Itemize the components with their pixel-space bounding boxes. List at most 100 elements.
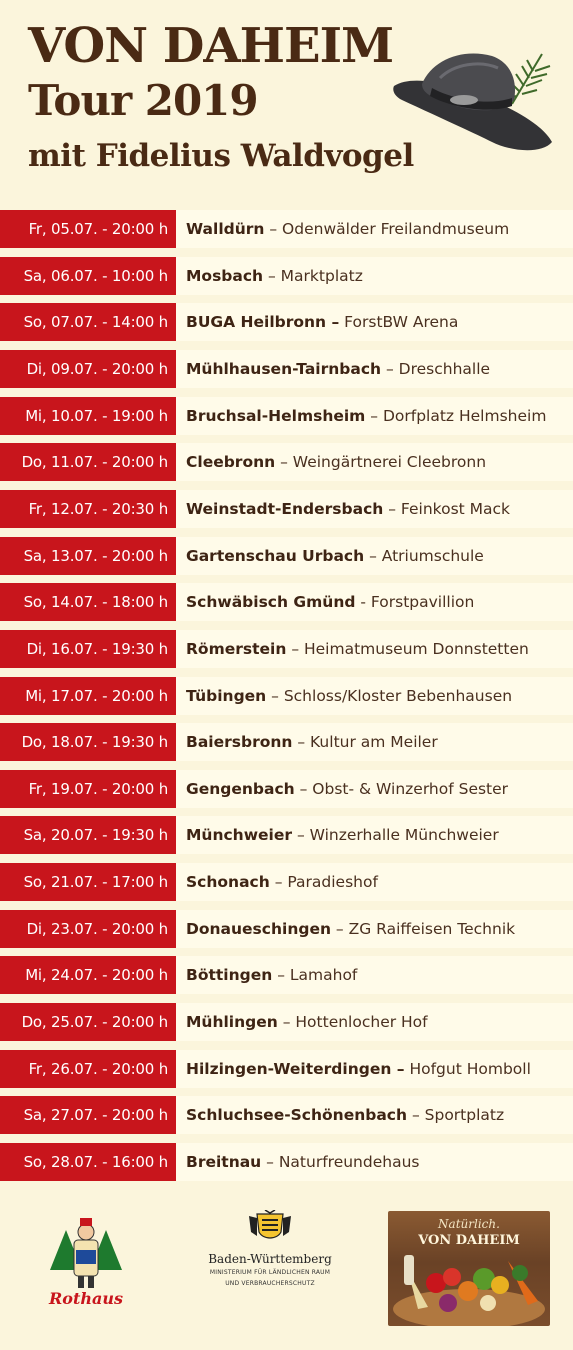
event-place: – Odenwälder Freilandmuseum bbox=[264, 220, 510, 238]
event-date: Fr, 12.07. - 20:30 h bbox=[0, 490, 176, 528]
bw-sub-1: MINISTERIUM FÜR LÄNDLICHEN RAUM bbox=[209, 1269, 331, 1276]
von-daheim-logo: Natürlich. VON DAHEIM bbox=[388, 1211, 550, 1326]
event-place: – Dreschhalle bbox=[381, 360, 491, 378]
event-city: BUGA Heilbronn – bbox=[186, 313, 340, 331]
event-date: Fr, 19.07. - 20:00 h bbox=[0, 770, 176, 808]
event-place: – Dorfplatz Helmsheim bbox=[365, 407, 547, 425]
event-row: Di, 09.07. - 20:00 h Mühlhausen-Tairnbach… bbox=[0, 350, 573, 388]
event-date: Do, 18.07. - 19:30 h bbox=[0, 723, 176, 761]
event-venue: Gengenbach – Obst- & Winzerhof Sester bbox=[176, 770, 573, 808]
coat-of-arms-icon bbox=[249, 1209, 291, 1239]
event-venue: Münchweier – Winzerhalle Münchweier bbox=[176, 816, 573, 854]
event-row: Mi, 17.07. - 20:00 h Tübingen – Schloss/K… bbox=[0, 677, 573, 715]
event-city: Münchweier bbox=[186, 826, 293, 844]
event-place: – Naturfreundehaus bbox=[261, 1153, 420, 1171]
event-city: Gengenbach bbox=[186, 780, 295, 798]
event-date: Fr, 05.07. - 20:00 h bbox=[0, 210, 176, 248]
event-row: Di, 23.07. - 20:00 h Donaueschingen – ZG … bbox=[0, 910, 573, 948]
event-city: Tübingen bbox=[186, 687, 267, 705]
event-date: Do, 11.07. - 20:00 h bbox=[0, 443, 176, 481]
event-venue: Hilzingen-Weiterdingen – Hofgut Homboll bbox=[176, 1050, 573, 1088]
event-city: Gartenschau Urbach bbox=[186, 547, 365, 565]
event-venue: Mühlhausen-Tairnbach – Dreschhalle bbox=[176, 350, 573, 388]
event-row: Mi, 24.07. - 20:00 h Böttingen – Lamahof bbox=[0, 956, 573, 994]
event-city: Baiersbronn bbox=[186, 733, 293, 751]
event-row: So, 07.07. - 14:00 h BUGA Heilbronn – For… bbox=[0, 303, 573, 341]
event-date: So, 07.07. - 14:00 h bbox=[0, 303, 176, 341]
event-venue: Breitnau – Naturfreundehaus bbox=[176, 1143, 573, 1181]
event-row: Fr, 26.07. - 20:00 h Hilzingen-Weiterding… bbox=[0, 1050, 573, 1088]
event-date: Sa, 06.07. - 10:00 h bbox=[0, 257, 176, 295]
event-place: - Forstpavillion bbox=[355, 593, 475, 611]
hat-icon bbox=[393, 53, 552, 151]
event-place: – Obst- & Winzerhof Sester bbox=[294, 780, 509, 798]
event-row: Sa, 27.07. - 20:00 h Schluchsee-Schönenba… bbox=[0, 1096, 573, 1134]
event-date: Sa, 13.07. - 20:00 h bbox=[0, 537, 176, 575]
event-row: So, 14.07. - 18:00 h Schwäbisch Gmünd - F… bbox=[0, 583, 573, 621]
rothaus-wordmark: Rothaus bbox=[48, 1289, 123, 1308]
event-row: Fr, 12.07. - 20:30 h Weinstadt-Endersbach… bbox=[0, 490, 573, 528]
event-city: Bruchsal-Helmsheim bbox=[186, 407, 366, 425]
event-venue: Bruchsal-Helmsheim – Dorfplatz Helmsheim bbox=[176, 397, 573, 435]
event-place: – Heimatmuseum Donnstetten bbox=[286, 640, 529, 658]
event-city: Weinstadt-Endersbach bbox=[186, 500, 384, 518]
event-city: Donaueschingen bbox=[186, 920, 331, 938]
event-venue: Schonach – Paradieshof bbox=[176, 863, 573, 901]
event-place: – Hottenlocher Hof bbox=[277, 1013, 428, 1031]
event-city: Römerstein bbox=[186, 640, 287, 658]
event-venue: Gartenschau Urbach – Atriumschule bbox=[176, 537, 573, 575]
event-row: So, 28.07. - 16:00 h Breitnau – Naturfreu… bbox=[0, 1143, 573, 1181]
event-row: Sa, 06.07. - 10:00 h Mosbach – Marktplatz bbox=[0, 257, 573, 295]
event-place: – Weingärtnerei Cleebronn bbox=[275, 453, 487, 471]
event-city: Mühlingen bbox=[186, 1013, 278, 1031]
event-place: – Marktplatz bbox=[263, 267, 363, 285]
event-row: Sa, 13.07. - 20:00 h Gartenschau Urbach –… bbox=[0, 537, 573, 575]
event-venue: Böttingen – Lamahof bbox=[176, 956, 573, 994]
event-date: Sa, 27.07. - 20:00 h bbox=[0, 1096, 176, 1134]
event-place: – ZG Raiffeisen Technik bbox=[331, 920, 516, 938]
event-city: Schwäbisch Gmünd bbox=[186, 593, 356, 611]
event-venue: Schluchsee-Schönenbach – Sportplatz bbox=[176, 1096, 573, 1134]
event-place: – Winzerhalle Münchweier bbox=[292, 826, 499, 844]
event-venue: Tübingen – Schloss/Kloster Bebenhausen bbox=[176, 677, 573, 715]
event-date: So, 14.07. - 18:00 h bbox=[0, 583, 176, 621]
event-row: Do, 11.07. - 20:00 h Cleebronn – Weingärt… bbox=[0, 443, 573, 481]
event-row: Fr, 05.07. - 20:00 h Walldürn – Odenwälde… bbox=[0, 210, 573, 248]
poster-header: VON DAHEIM Tour 2019 mit Fidelius Waldvo… bbox=[0, 0, 573, 200]
event-city: Böttingen bbox=[186, 966, 273, 984]
event-date: So, 28.07. - 16:00 h bbox=[0, 1143, 176, 1181]
event-place: – Atriumschule bbox=[364, 547, 484, 565]
event-date: Di, 09.07. - 20:00 h bbox=[0, 350, 176, 388]
event-place: – Schloss/Kloster Bebenhausen bbox=[266, 687, 513, 705]
title-line-2: Tour 2019 bbox=[28, 76, 259, 125]
event-city: Hilzingen-Weiterdingen – bbox=[186, 1060, 405, 1078]
event-venue: Römerstein – Heimatmuseum Donnstetten bbox=[176, 630, 573, 668]
event-venue: Walldürn – Odenwälder Freilandmuseum bbox=[176, 210, 573, 248]
event-place: Hofgut Homboll bbox=[404, 1060, 531, 1078]
event-city: Breitnau bbox=[186, 1153, 262, 1171]
event-city: Mühlhausen-Tairnbach bbox=[186, 360, 382, 378]
event-city: Cleebronn bbox=[186, 453, 276, 471]
event-venue: BUGA Heilbronn – ForstBW Arena bbox=[176, 303, 573, 341]
event-row: So, 21.07. - 17:00 h Schonach – Paradiesh… bbox=[0, 863, 573, 901]
event-place: – Kultur am Meiler bbox=[292, 733, 438, 751]
event-row: Sa, 20.07. - 19:30 h Münchweier – Winzerh… bbox=[0, 816, 573, 854]
event-venue: Mühlingen – Hottenlocher Hof bbox=[176, 1003, 573, 1041]
bw-name: Baden-Württemberg bbox=[208, 1252, 332, 1266]
vd-name: VON DAHEIM bbox=[418, 1233, 520, 1248]
event-venue: Donaueschingen – ZG Raiffeisen Technik bbox=[176, 910, 573, 948]
event-place: – Sportplatz bbox=[407, 1106, 505, 1124]
event-date: Mi, 10.07. - 19:00 h bbox=[0, 397, 176, 435]
event-row: Do, 25.07. - 20:00 h Mühlingen – Hottenlo… bbox=[0, 1003, 573, 1041]
event-date: Di, 23.07. - 20:00 h bbox=[0, 910, 176, 948]
event-row: Do, 18.07. - 19:30 h Baiersbronn – Kultur… bbox=[0, 723, 573, 761]
event-venue: Baiersbronn – Kultur am Meiler bbox=[176, 723, 573, 761]
event-venue: Cleebronn – Weingärtnerei Cleebronn bbox=[176, 443, 573, 481]
event-row: Di, 16.07. - 19:30 h Römerstein – Heimatm… bbox=[0, 630, 573, 668]
event-venue: Mosbach – Marktplatz bbox=[176, 257, 573, 295]
event-city: Walldürn bbox=[186, 220, 265, 238]
event-venue: Weinstadt-Endersbach – Feinkost Mack bbox=[176, 490, 573, 528]
event-date: Di, 16.07. - 19:30 h bbox=[0, 630, 176, 668]
vd-tagline: Natürlich. bbox=[438, 1217, 500, 1231]
event-city: Mosbach bbox=[186, 267, 264, 285]
